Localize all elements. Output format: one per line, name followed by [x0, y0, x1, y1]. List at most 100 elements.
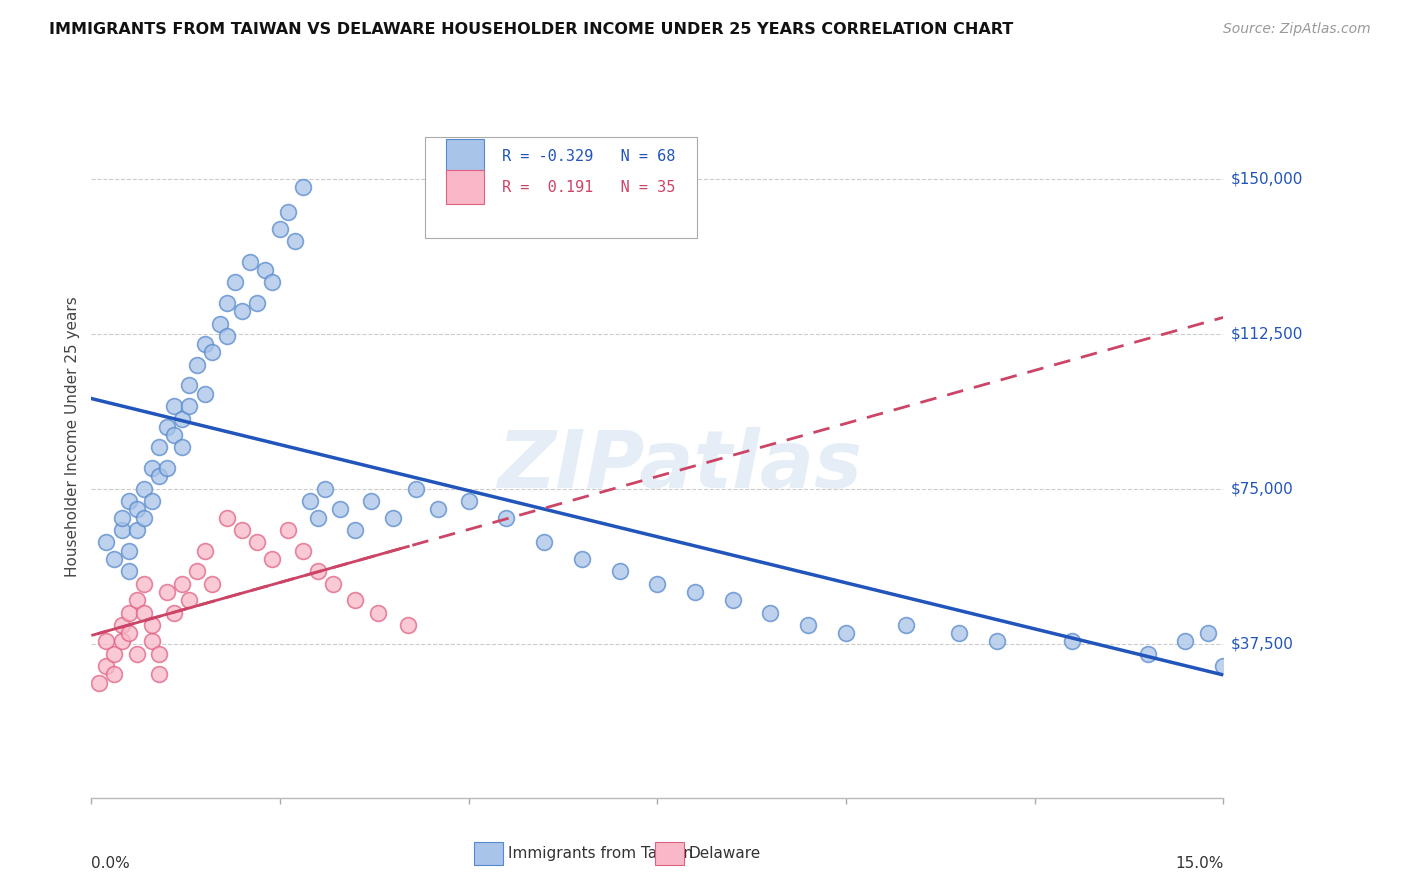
- Point: [1174, 634, 1197, 648]
- Text: IMMIGRANTS FROM TAIWAN VS DELAWARE HOUSEHOLDER INCOME UNDER 25 YEARS CORRELATION: IMMIGRANTS FROM TAIWAN VS DELAWARE HOUSE…: [49, 22, 1014, 37]
- Point: [141, 634, 163, 648]
- Point: [163, 399, 186, 413]
- Point: [118, 626, 141, 640]
- Point: [314, 482, 336, 496]
- Point: [125, 647, 148, 661]
- Text: R =  0.191   N = 35: R = 0.191 N = 35: [502, 179, 676, 194]
- Point: [110, 618, 132, 632]
- Point: [156, 461, 179, 475]
- Point: [277, 205, 299, 219]
- Point: [291, 543, 314, 558]
- Point: [125, 523, 148, 537]
- Text: 15.0%: 15.0%: [1175, 856, 1223, 871]
- Point: [134, 482, 156, 496]
- Point: [96, 535, 118, 549]
- Point: [148, 647, 170, 661]
- Point: [179, 378, 201, 392]
- Text: Delaware: Delaware: [689, 846, 761, 861]
- Point: [103, 667, 125, 681]
- Point: [322, 576, 344, 591]
- Point: [170, 441, 193, 455]
- Point: [986, 634, 1008, 648]
- Point: [179, 593, 201, 607]
- Point: [495, 510, 517, 524]
- Point: [217, 510, 239, 524]
- Point: [134, 576, 156, 591]
- Point: [269, 221, 291, 235]
- Point: [110, 510, 132, 524]
- Point: [721, 593, 744, 607]
- Point: [193, 386, 217, 401]
- Point: [360, 494, 382, 508]
- Point: [396, 618, 419, 632]
- Point: [277, 523, 299, 537]
- Point: [148, 667, 170, 681]
- Point: [329, 502, 352, 516]
- Text: $37,500: $37,500: [1230, 636, 1294, 651]
- Point: [307, 564, 329, 578]
- Point: [382, 510, 405, 524]
- Point: [367, 606, 389, 620]
- Point: [170, 576, 193, 591]
- Point: [262, 275, 284, 289]
- Text: 0.0%: 0.0%: [91, 856, 131, 871]
- Point: [118, 543, 141, 558]
- Y-axis label: Householder Income Under 25 years: Householder Income Under 25 years: [65, 297, 80, 577]
- Text: R = -0.329   N = 68: R = -0.329 N = 68: [502, 149, 676, 163]
- Text: Source: ZipAtlas.com: Source: ZipAtlas.com: [1223, 22, 1371, 37]
- FancyBboxPatch shape: [446, 139, 484, 173]
- Point: [156, 419, 179, 434]
- Point: [284, 234, 307, 248]
- Point: [307, 510, 329, 524]
- Point: [186, 358, 208, 372]
- Point: [163, 606, 186, 620]
- FancyBboxPatch shape: [446, 170, 484, 203]
- Point: [163, 428, 186, 442]
- Point: [96, 659, 118, 673]
- Point: [683, 585, 706, 599]
- FancyBboxPatch shape: [425, 137, 697, 238]
- Point: [231, 523, 253, 537]
- Point: [291, 180, 314, 194]
- Point: [193, 337, 217, 351]
- Point: [118, 564, 141, 578]
- Point: [193, 543, 217, 558]
- Point: [170, 411, 193, 425]
- Text: $75,000: $75,000: [1230, 481, 1294, 496]
- Text: $112,500: $112,500: [1230, 326, 1303, 342]
- Point: [239, 254, 262, 268]
- Text: ZIPatlas: ZIPatlas: [498, 427, 862, 505]
- Point: [179, 399, 201, 413]
- Point: [118, 494, 141, 508]
- Point: [759, 606, 782, 620]
- Point: [141, 494, 163, 508]
- Text: $150,000: $150,000: [1230, 171, 1303, 186]
- Point: [1062, 634, 1084, 648]
- Point: [96, 634, 118, 648]
- Point: [246, 296, 269, 310]
- Point: [103, 647, 125, 661]
- Point: [457, 494, 479, 508]
- Point: [156, 585, 179, 599]
- Point: [201, 576, 224, 591]
- Text: Immigrants from Taiwan: Immigrants from Taiwan: [508, 846, 693, 861]
- Point: [141, 618, 163, 632]
- Point: [405, 482, 427, 496]
- Point: [427, 502, 450, 516]
- Point: [533, 535, 555, 549]
- Point: [1212, 659, 1234, 673]
- Point: [110, 634, 132, 648]
- Point: [299, 494, 322, 508]
- Point: [110, 523, 132, 537]
- Point: [125, 502, 148, 516]
- Point: [118, 606, 141, 620]
- Point: [645, 576, 668, 591]
- Point: [134, 606, 156, 620]
- Point: [896, 618, 918, 632]
- Point: [224, 275, 246, 289]
- Point: [344, 593, 367, 607]
- Point: [1197, 626, 1219, 640]
- FancyBboxPatch shape: [655, 842, 685, 865]
- FancyBboxPatch shape: [474, 842, 503, 865]
- Point: [103, 552, 125, 566]
